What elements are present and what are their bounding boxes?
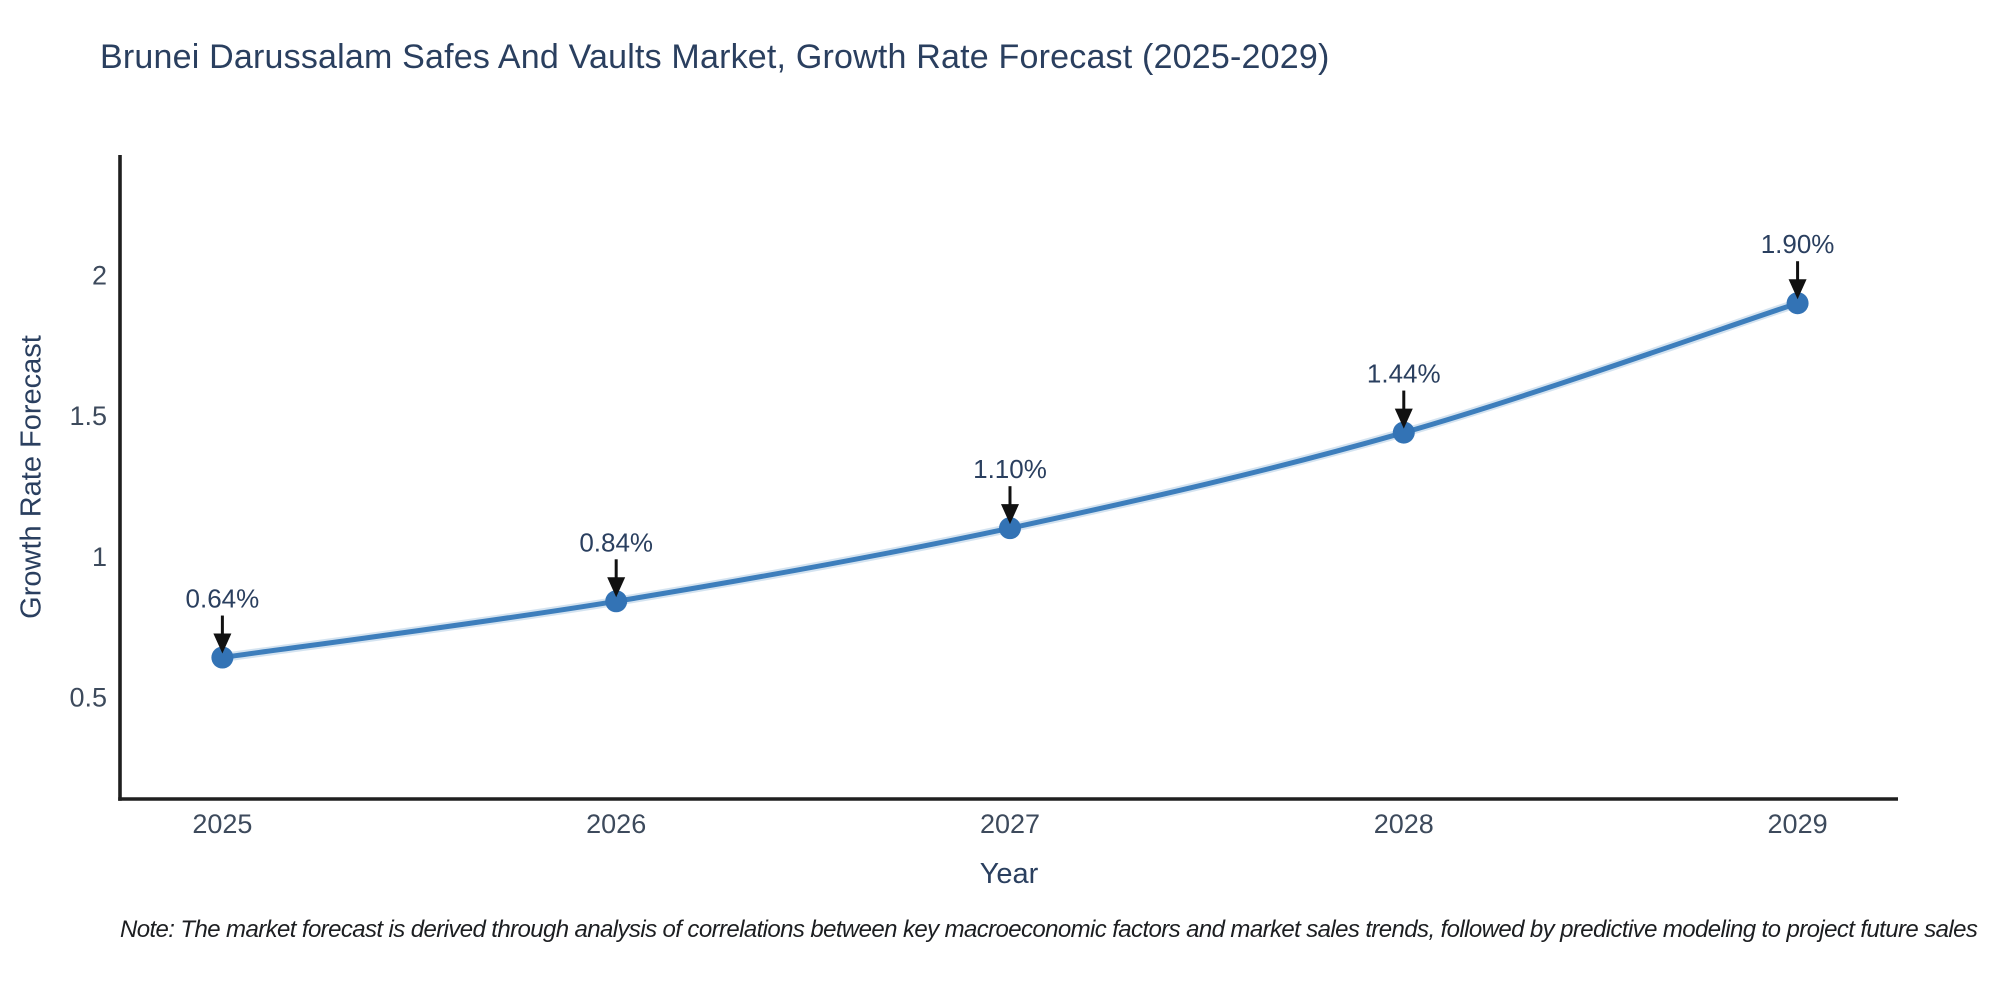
y-tick-label: 0.5 [69, 682, 107, 712]
annotation-arrow-head [1000, 504, 1019, 525]
annotation-label: 1.90% [1761, 229, 1835, 259]
annotation-label: 0.64% [186, 584, 260, 614]
footnote: Note: The market forecast is derived thr… [120, 916, 1978, 943]
data-point-marker[interactable] [211, 646, 234, 669]
annotation-label: 1.44% [1367, 359, 1441, 389]
chart-title: Brunei Darussalam Safes And Vaults Marke… [100, 38, 1330, 76]
x-tick-label: 2029 [1768, 809, 1828, 839]
x-axis-title: Year [979, 858, 1039, 890]
annotation-arrow-head [1788, 279, 1807, 300]
annotation-arrow-head [1394, 408, 1413, 429]
x-tick-label: 2027 [980, 809, 1040, 839]
data-point-marker[interactable] [1392, 421, 1415, 444]
y-tick-label: 1 [92, 542, 107, 572]
annotation-label: 1.10% [973, 454, 1047, 484]
y-tick-label: 2 [92, 261, 107, 291]
y-tick-label: 1.5 [69, 401, 107, 431]
data-point-marker[interactable] [605, 590, 628, 613]
x-tick-label: 2025 [192, 809, 252, 839]
annotation-arrow-head [607, 577, 626, 598]
data-point-marker[interactable] [1786, 292, 1809, 315]
data-point-marker[interactable] [998, 517, 1021, 540]
x-tick-label: 2026 [586, 809, 646, 839]
annotation-arrow-head [213, 633, 232, 654]
annotation-label: 0.84% [579, 527, 653, 557]
y-axis-title: Growth Rate Forecast [15, 335, 48, 619]
x-tick-label: 2028 [1374, 809, 1434, 839]
